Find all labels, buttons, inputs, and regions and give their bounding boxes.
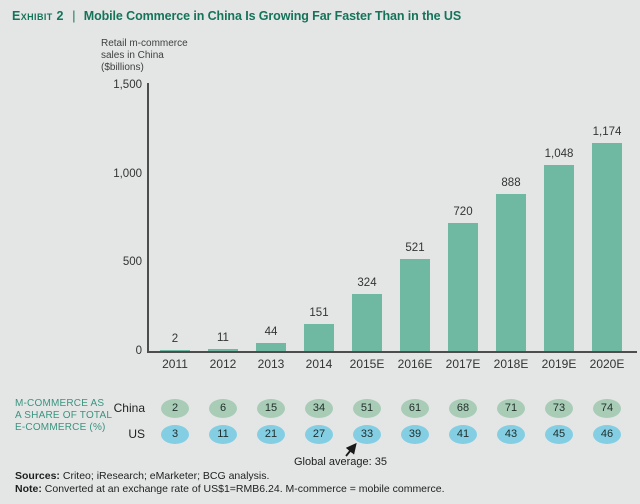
share-table-label-line-2: A SHARE OF TOTAL bbox=[15, 410, 113, 421]
title-separator: | bbox=[72, 9, 76, 23]
y-tick-label-1,000: 1,000 bbox=[113, 167, 142, 180]
bar-2016E bbox=[400, 259, 430, 351]
y-axis-title-line-1: Retail m-commerce bbox=[101, 38, 188, 49]
bar-2011 bbox=[160, 350, 190, 351]
share-badge-china-2020E: 74 bbox=[593, 398, 621, 418]
exhibit-number-label: Exhibit 2 bbox=[12, 9, 64, 23]
share-table-label-line-3: E-COMMERCE (%) bbox=[15, 422, 106, 433]
x-tick-label-2015E: 2015E bbox=[349, 357, 385, 371]
exhibit-title-text: Mobile Commerce in China Is Growing Far … bbox=[83, 9, 462, 23]
bar-value-label-2012: 11 bbox=[217, 332, 229, 344]
bar-2015E bbox=[352, 294, 382, 351]
share-badge-us-2017E: 41 bbox=[449, 424, 477, 444]
bar-value-label-2015E: 324 bbox=[357, 277, 377, 289]
annotation-arrow-icon bbox=[345, 442, 357, 457]
bar-2017E bbox=[448, 223, 478, 351]
bar-value-label-2018E: 888 bbox=[501, 177, 521, 189]
share-badge-china-2014: 34 bbox=[305, 398, 333, 418]
y-axis-title-line-2: sales in China bbox=[101, 50, 164, 61]
x-tick-label-2018E: 2018E bbox=[493, 357, 529, 371]
bar-2013 bbox=[256, 343, 286, 351]
x-tick-label-2019E: 2019E bbox=[541, 357, 577, 371]
y-tick-label-500: 500 bbox=[122, 256, 142, 269]
bar-value-label-2017E: 720 bbox=[453, 206, 473, 218]
x-tick-label-2014: 2014 bbox=[305, 357, 333, 371]
share-badge-china-2015E: 51 bbox=[353, 398, 381, 418]
global-average-annotation: Global average: 35 bbox=[294, 456, 387, 468]
x-tick-label-2011: 2011 bbox=[162, 357, 188, 371]
share-badge-us-2019E: 45 bbox=[545, 424, 573, 444]
share-badge-us-2012: 11 bbox=[209, 424, 237, 444]
share-badge-us-2020E: 46 bbox=[593, 424, 621, 444]
share-badge-us-2014: 27 bbox=[305, 424, 333, 444]
share-table-label: M-COMMERCE AS A SHARE OF TOTAL E-COMMERC… bbox=[15, 398, 112, 434]
x-tick-label-2012: 2012 bbox=[209, 357, 237, 371]
share-badge-china-2013: 15 bbox=[257, 398, 285, 418]
y-axis-title: Retail m-commerce sales in China ($billi… bbox=[101, 38, 188, 74]
note-label: Note: bbox=[15, 483, 42, 495]
note-line: Note: Converted at an exchange rate of U… bbox=[15, 483, 445, 495]
bar-value-label-2011: 2 bbox=[171, 333, 179, 345]
bar-2014 bbox=[304, 324, 334, 351]
bar-value-label-2019E: 1,048 bbox=[544, 148, 574, 160]
y-tick-label-0: 0 bbox=[135, 345, 142, 357]
x-tick-label-2013: 2013 bbox=[257, 357, 285, 371]
page-title: Exhibit 2 | Mobile Commerce in China Is … bbox=[12, 9, 461, 23]
bar-2020E bbox=[592, 143, 622, 351]
bar-value-label-2013: 44 bbox=[264, 326, 278, 338]
share-badge-china-2019E: 73 bbox=[545, 398, 573, 418]
share-badge-china-2012: 6 bbox=[209, 398, 237, 418]
share-badge-us-2013: 21 bbox=[257, 424, 285, 444]
bar-value-label-2016E: 521 bbox=[405, 242, 425, 254]
x-tick-label-2020E: 2020E bbox=[589, 357, 625, 371]
share-badge-us-2018E: 43 bbox=[497, 424, 525, 444]
share-table-label-line-1: M-COMMERCE AS bbox=[15, 398, 105, 409]
sources-line: Sources: Criteo; iResearch; eMarketer; B… bbox=[15, 470, 269, 482]
share-badge-china-2017E: 68 bbox=[449, 398, 477, 418]
row-label-us: US bbox=[128, 427, 145, 441]
bar-value-label-2020E: 1,174 bbox=[592, 126, 622, 138]
share-badge-us-2011: 3 bbox=[161, 424, 189, 444]
bar-2019E bbox=[544, 165, 574, 351]
bar-value-label-2014: 151 bbox=[309, 307, 329, 319]
bar-2018E bbox=[496, 194, 526, 351]
share-badge-china-2011: 2 bbox=[161, 398, 189, 418]
sources-label: Sources: bbox=[15, 470, 60, 482]
share-badge-us-2015E: 33 bbox=[353, 424, 381, 444]
share-badge-china-2016E: 61 bbox=[401, 398, 429, 418]
row-label-china: China bbox=[113, 401, 145, 415]
x-tick-label-2016E: 2016E bbox=[397, 357, 433, 371]
x-tick-label-2017E: 2017E bbox=[445, 357, 481, 371]
sources-text: Criteo; iResearch; eMarketer; BCG analys… bbox=[62, 470, 270, 482]
share-badge-us-2016E: 39 bbox=[401, 424, 429, 444]
y-axis-line bbox=[147, 83, 149, 352]
bar-2012 bbox=[208, 349, 238, 351]
y-axis-title-line-3: ($billions) bbox=[101, 62, 144, 73]
note-text: Converted at an exchange rate of US$1=RM… bbox=[44, 483, 445, 495]
share-badge-china-2018E: 71 bbox=[497, 398, 525, 418]
y-tick-label-1,500: 1,500 bbox=[113, 79, 142, 91]
x-axis-line bbox=[147, 351, 637, 353]
